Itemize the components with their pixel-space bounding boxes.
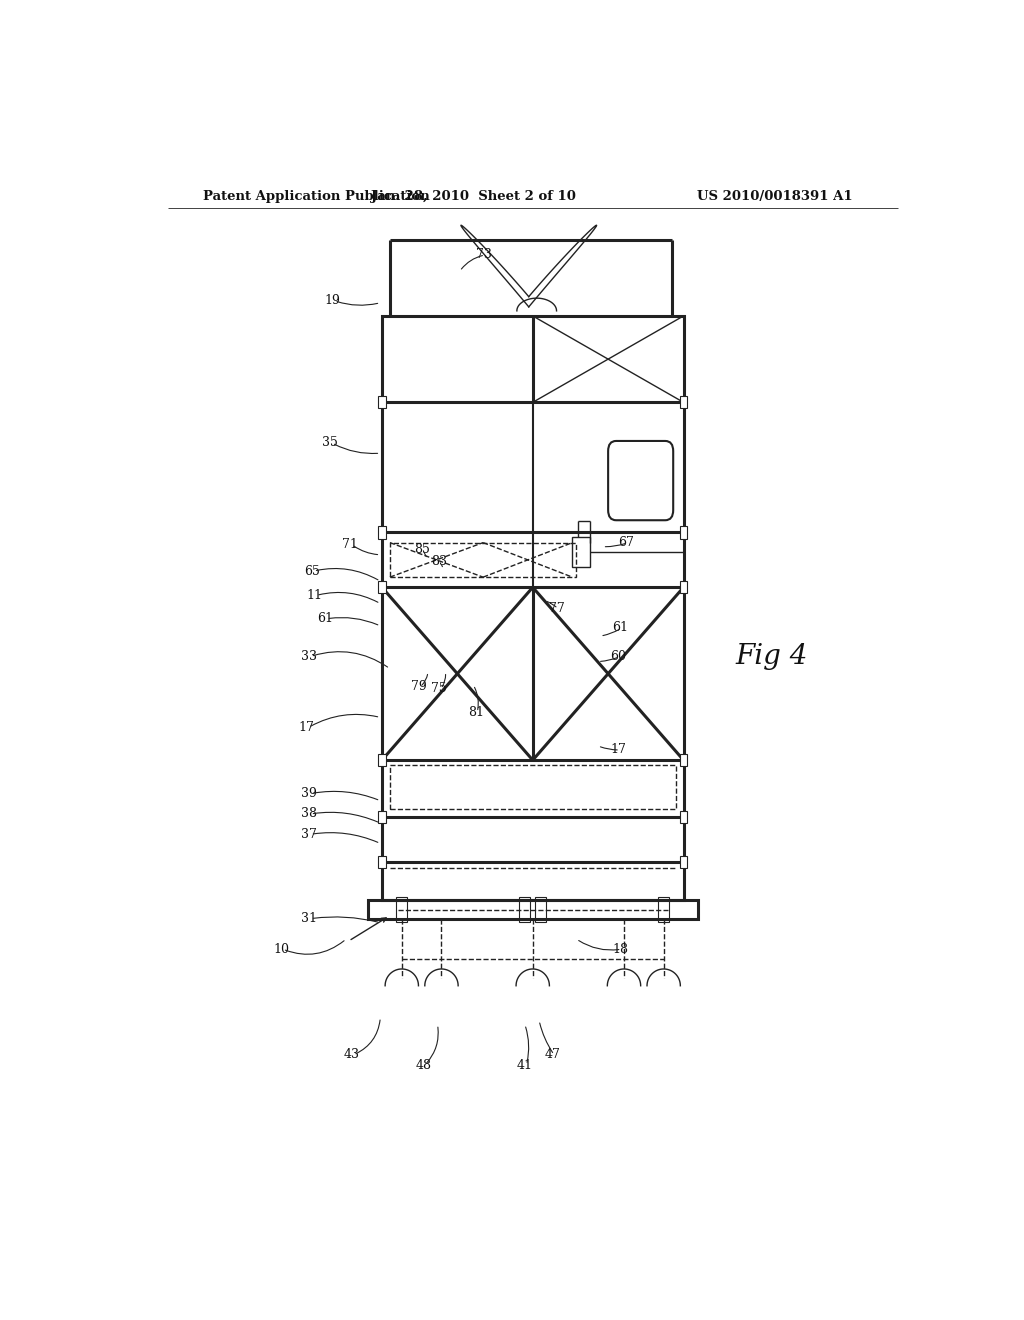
- Text: 65: 65: [304, 565, 321, 578]
- Bar: [680, 810, 687, 824]
- Text: Fig 4: Fig 4: [735, 643, 808, 671]
- Text: 79: 79: [411, 680, 426, 693]
- Text: 19: 19: [325, 294, 341, 308]
- Bar: [390, 766, 676, 809]
- Text: 85: 85: [414, 544, 430, 556]
- Bar: [379, 581, 385, 594]
- Text: 33: 33: [301, 649, 317, 663]
- Text: 61: 61: [316, 612, 333, 626]
- Bar: [379, 527, 385, 539]
- Text: 75: 75: [431, 682, 446, 696]
- Bar: [680, 581, 687, 594]
- Bar: [368, 900, 697, 919]
- Text: 83: 83: [431, 556, 447, 569]
- Text: Patent Application Publication: Patent Application Publication: [204, 190, 430, 202]
- Text: 61: 61: [612, 622, 628, 635]
- Text: 17: 17: [299, 721, 314, 734]
- Text: US 2010/0018391 A1: US 2010/0018391 A1: [697, 190, 853, 202]
- Text: 10: 10: [273, 942, 289, 956]
- Text: 37: 37: [301, 828, 316, 841]
- Text: 41: 41: [517, 1059, 532, 1072]
- Text: 43: 43: [344, 1048, 359, 1061]
- Bar: [680, 396, 687, 408]
- Text: 81: 81: [468, 706, 483, 719]
- Bar: [680, 754, 687, 766]
- Bar: [379, 754, 385, 766]
- Text: 77: 77: [549, 602, 564, 615]
- Text: Jan. 28, 2010  Sheet 2 of 10: Jan. 28, 2010 Sheet 2 of 10: [371, 190, 575, 202]
- Bar: [680, 855, 687, 867]
- Bar: [382, 315, 684, 900]
- Bar: [379, 855, 385, 867]
- Text: 18: 18: [612, 942, 628, 956]
- Bar: [390, 543, 577, 577]
- Text: 67: 67: [618, 536, 634, 549]
- Bar: [680, 527, 687, 539]
- Text: 17: 17: [610, 743, 627, 756]
- Bar: [379, 810, 385, 824]
- Bar: [572, 536, 590, 568]
- Text: 35: 35: [323, 437, 338, 450]
- Bar: [658, 898, 670, 921]
- Text: 73: 73: [475, 248, 492, 261]
- Text: 71: 71: [342, 539, 358, 552]
- Bar: [536, 898, 546, 921]
- Text: 31: 31: [301, 912, 317, 925]
- Bar: [396, 898, 408, 921]
- Text: 60: 60: [610, 649, 627, 663]
- Bar: [379, 396, 385, 408]
- Text: 47: 47: [545, 1048, 560, 1061]
- Text: 11: 11: [306, 589, 323, 602]
- Text: 48: 48: [416, 1059, 431, 1072]
- Text: 39: 39: [301, 787, 316, 800]
- Text: 38: 38: [301, 808, 317, 821]
- Bar: [519, 898, 530, 921]
